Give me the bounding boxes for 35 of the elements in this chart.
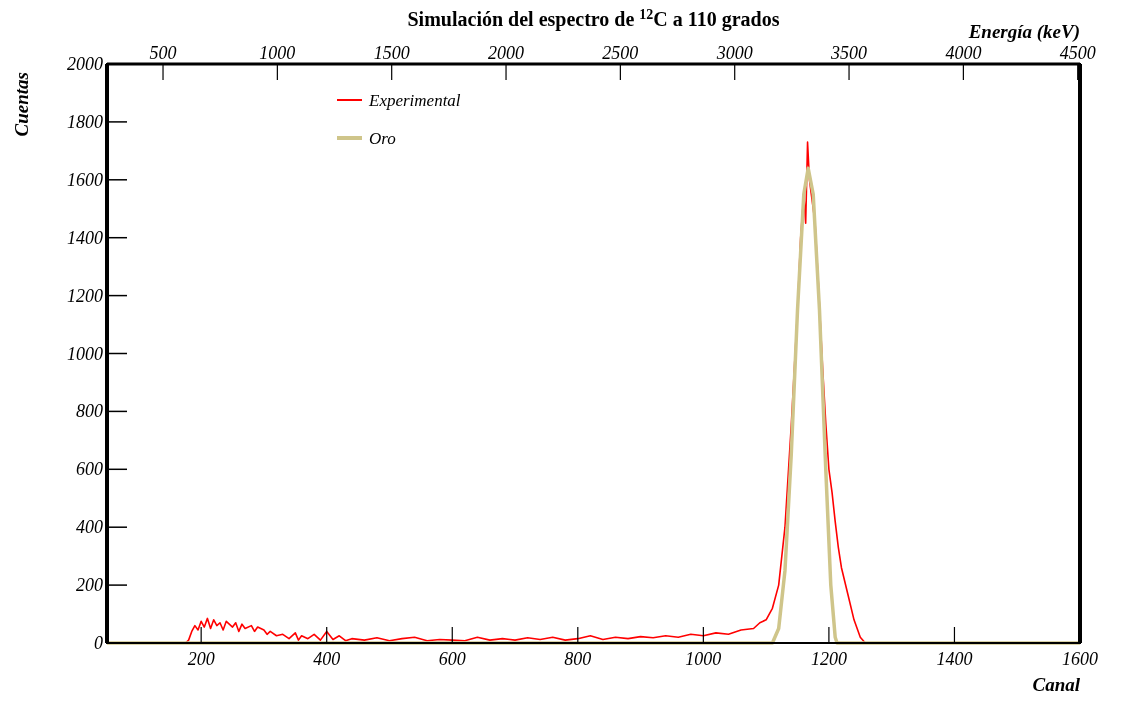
y-tick-label: 600 [76,459,103,480]
x-tick-label: 1000 [685,649,722,669]
legend-label: Oro [369,129,396,148]
x-tick-label: 400 [313,649,341,669]
x2-tick-label: 4500 [1059,43,1096,63]
x2-tick-label: 2000 [488,43,525,63]
y-axis-title: Cuentas [11,72,32,137]
x2-tick-label: 1000 [259,43,296,63]
y-tick-label: 1200 [67,285,103,306]
x2-tick-label: 3000 [715,43,753,63]
x-axis-title: Canal [1032,674,1081,695]
x2-tick-label: 3500 [830,43,868,63]
y-tick-label: 1600 [67,169,103,190]
y-tick-label: 1000 [67,343,103,364]
x2-tick-label: 500 [149,43,177,63]
x-tick-label: 200 [187,649,215,669]
y-tick-label: 200 [76,575,103,596]
y-tick-label: 2000 [67,54,103,74]
y-tick-label: 0 [94,633,103,653]
x-tick-label: 1400 [936,649,973,669]
x2-axis-title: Energía (keV) [967,21,1080,43]
chart-title: Simulación del espectro de $^{12}$C a 110 grados [407,6,780,31]
x-tick-label: 600 [438,649,466,669]
x-tick-label: 1200 [810,649,847,669]
x2-tick-label: 4000 [945,43,982,63]
x2-tick-label: 2500 [602,43,639,63]
y-tick-label: 400 [76,517,103,538]
y-tick-label: 1400 [67,227,103,248]
legend-label: Experimental [368,91,461,110]
y-tick-label: 800 [76,401,103,422]
line-series [105,166,1082,645]
x-tick-label: 800 [564,649,592,669]
y-tick-label: 1800 [67,111,103,132]
x-tick-label: 1600 [1062,649,1098,669]
x2-tick-label: 1500 [373,43,410,63]
